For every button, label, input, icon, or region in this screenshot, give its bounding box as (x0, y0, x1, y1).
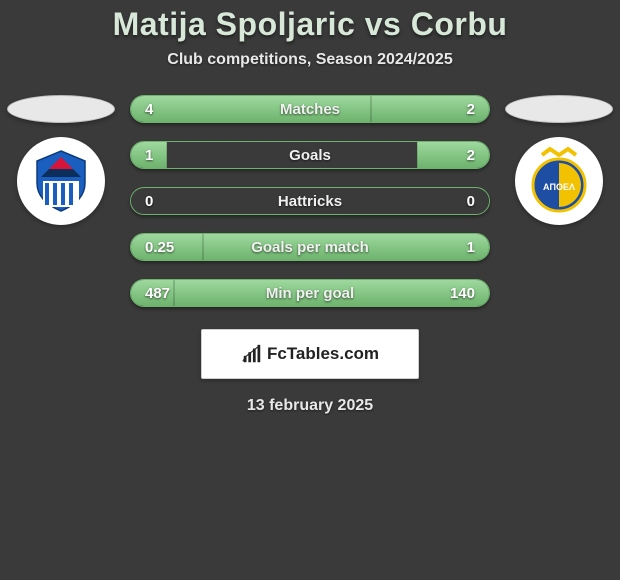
shield-icon: ΑΠΟΕΛ (525, 147, 593, 215)
stat-right-value: 140 (450, 280, 475, 307)
club-badge-left (17, 137, 105, 225)
page-container: Matija Spoljaric vs Corbu Club competiti… (0, 0, 620, 415)
player-right-column: ΑΠΟΕΛ (504, 95, 614, 225)
stat-label: Goals (131, 142, 489, 169)
stat-row: 1Goals2 (130, 141, 490, 169)
stat-label: Min per goal (131, 280, 489, 307)
shield-icon (27, 147, 95, 215)
bar-chart-icon (241, 343, 263, 365)
stat-right-value: 2 (467, 96, 475, 123)
brand-box[interactable]: FcTables.com (201, 329, 419, 379)
stat-right-value: 0 (467, 188, 475, 215)
stat-right-value: 2 (467, 142, 475, 169)
player-right-photo (505, 95, 613, 123)
stat-label: Goals per match (131, 234, 489, 261)
stat-bars: 4Matches21Goals20Hattricks00.25Goals per… (130, 95, 490, 307)
brand-text: FcTables.com (267, 344, 379, 364)
stat-label: Hattricks (131, 188, 489, 215)
date-line: 13 february 2025 (0, 397, 620, 415)
stat-row: 0Hattricks0 (130, 187, 490, 215)
page-subtitle: Club competitions, Season 2024/2025 (0, 51, 620, 69)
stat-row: 0.25Goals per match1 (130, 233, 490, 261)
player-left-photo (7, 95, 115, 123)
page-title: Matija Spoljaric vs Corbu (0, 6, 620, 43)
stat-label: Matches (131, 96, 489, 123)
player-left-column (6, 95, 116, 225)
stat-right-value: 1 (467, 234, 475, 261)
stat-row: 487Min per goal140 (130, 279, 490, 307)
stat-row: 4Matches2 (130, 95, 490, 123)
stats-area: ΑΠΟΕΛ 4Matches21Goals20Hattricks00.25Goa… (0, 95, 620, 307)
svg-text:ΑΠΟΕΛ: ΑΠΟΕΛ (543, 182, 575, 192)
club-badge-right: ΑΠΟΕΛ (515, 137, 603, 225)
